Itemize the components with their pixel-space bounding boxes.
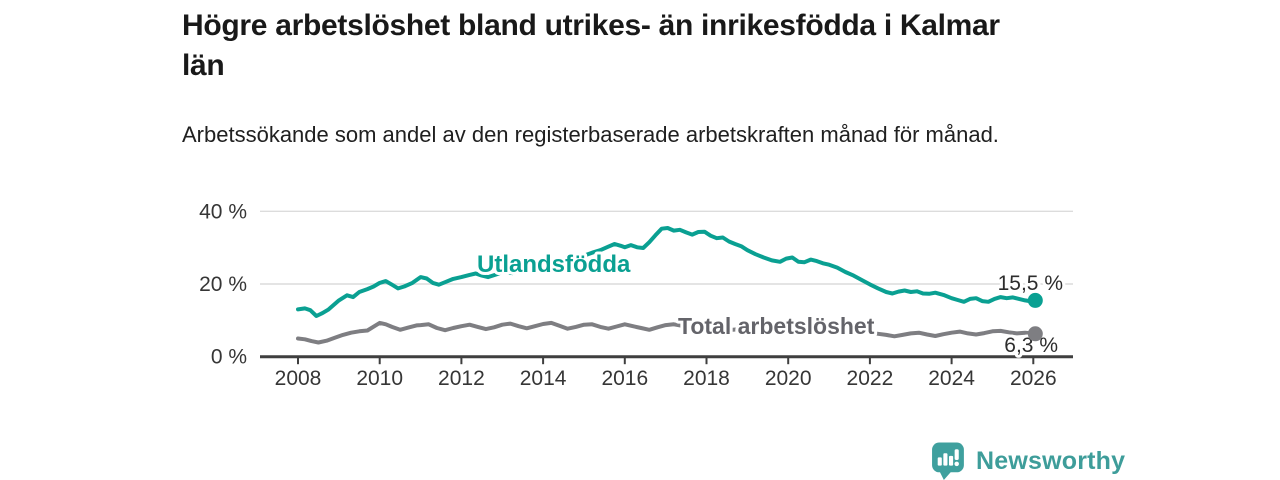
x-tick-label: 2012: [438, 367, 485, 390]
page-title: Högre arbetslöshet bland utrikes- än inr…: [182, 9, 1000, 82]
series-line-0: [296, 226, 1038, 318]
chart-subtitle: Arbetssökande som andel av den registerb…: [182, 122, 999, 147]
end-dot-1: [1027, 326, 1043, 342]
x-tick-label: 2022: [847, 367, 894, 390]
newsworthy-logo[interactable]: Newsworthy: [931, 442, 1125, 480]
newsworthy-bubble-chart-icon: [932, 442, 964, 480]
series-line-1: [296, 320, 1038, 345]
x-tick-label: 2016: [601, 367, 648, 390]
series-label-1: Total arbetslöshet: [678, 313, 875, 339]
x-tick-label: 2020: [765, 367, 812, 390]
y-tick-label: 40 %: [199, 200, 247, 223]
newsworthy-wordmark: Newsworthy: [976, 446, 1126, 475]
end-value-label-0: 15,5 %: [998, 272, 1063, 295]
x-tick-label: 2024: [928, 367, 975, 390]
series-label-0: Utlandsfödda: [477, 251, 631, 278]
x-tick-label: 2018: [683, 367, 730, 390]
x-tick-label: 2010: [356, 367, 403, 390]
end-dot-0: [1027, 292, 1043, 308]
y-tick-label: 20 %: [199, 273, 247, 296]
x-tick-label: 2026: [1010, 367, 1057, 390]
x-tick-label: 2008: [275, 367, 322, 390]
x-tick-label: 2014: [520, 367, 567, 390]
y-tick-label: 0 %: [211, 346, 247, 369]
